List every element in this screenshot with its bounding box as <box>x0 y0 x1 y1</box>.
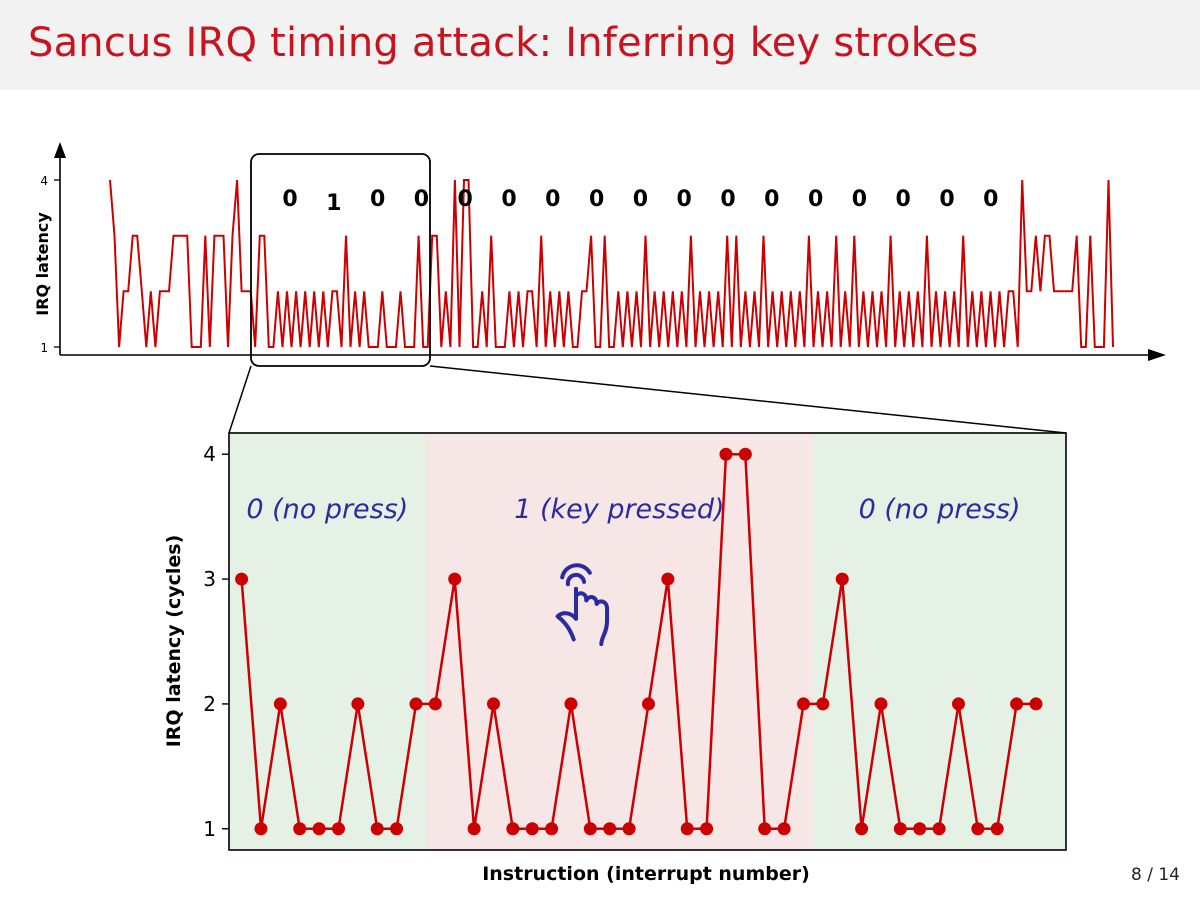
data-point <box>273 697 287 711</box>
pointing-hand-tap-icon <box>555 563 610 647</box>
data-point <box>254 822 268 836</box>
zoomed-y-tick-label: 3 <box>203 567 216 591</box>
overview-y-axis-arrow <box>54 142 66 158</box>
data-point <box>1010 697 1024 711</box>
zoomed-y-tick-label: 1 <box>203 817 216 841</box>
bit-label: 0 <box>939 187 954 212</box>
data-point <box>583 822 597 836</box>
bit-label: 0 <box>896 187 911 212</box>
bit-label: 0 <box>764 187 779 212</box>
bit-label: 0 <box>458 187 473 212</box>
data-point <box>777 822 791 836</box>
data-point <box>641 697 655 711</box>
data-point <box>622 822 636 836</box>
data-point <box>428 697 442 711</box>
data-point <box>816 697 830 711</box>
overview-y-axis-label: IRQ latency <box>33 212 52 316</box>
zoomed-latency-chart: 1 2 3 4 0 (no press) 1 (key pressed) 0 (no pr… <box>163 432 1067 885</box>
data-point <box>932 822 946 836</box>
zoomed-x-axis-label: Instruction (interrupt number) <box>482 863 810 885</box>
data-point <box>893 822 907 836</box>
data-point <box>680 822 694 836</box>
overview-y-tick-label: 4 <box>40 174 48 188</box>
data-point <box>913 822 927 836</box>
bit-label: 0 <box>545 187 560 212</box>
overview-trace-chart: 1 4 IRQ latency 0 1 0 0 0 0 0 0 0 0 0 0 0 0 0 0 0 <box>33 142 1166 367</box>
page-number: 8 / 14 <box>1131 865 1180 885</box>
bit-label: 0 <box>852 187 867 212</box>
data-point <box>835 572 849 586</box>
zoomed-y-axis-label: IRQ latency (cycles) <box>163 535 185 748</box>
bit-label: 0 <box>808 187 823 212</box>
data-point <box>990 822 1004 836</box>
data-point <box>758 822 772 836</box>
region-label: 0 (no press) <box>246 494 408 525</box>
data-point <box>370 822 384 836</box>
overview-y-tick-label: 1 <box>40 341 48 355</box>
data-point <box>467 822 481 836</box>
data-point <box>506 822 520 836</box>
data-point <box>409 697 423 711</box>
bit-label: 0 <box>501 187 516 212</box>
bit-label: 1 <box>326 191 341 216</box>
data-point <box>390 822 404 836</box>
data-point <box>293 822 307 836</box>
data-point <box>235 572 249 586</box>
bit-label: 0 <box>414 187 429 212</box>
data-point <box>448 572 462 586</box>
no-press-region <box>229 433 426 850</box>
bit-label: 0 <box>677 187 692 212</box>
data-point <box>874 697 888 711</box>
data-point <box>564 697 578 711</box>
data-point <box>1029 697 1043 711</box>
data-point <box>738 447 752 461</box>
title-bar: Sancus IRQ timing attack: Inferring key … <box>0 0 1200 90</box>
zoom-connector-right <box>429 365 1067 434</box>
bit-label: 0 <box>633 187 648 212</box>
overview-x-axis-arrow <box>1148 349 1166 361</box>
data-point <box>486 697 500 711</box>
data-point <box>700 822 714 836</box>
zoomed-plot-frame <box>228 432 1067 851</box>
zoomed-y-tick-label: 4 <box>203 442 216 466</box>
zoomed-y-tick-label: 2 <box>203 692 216 716</box>
data-point <box>312 822 326 836</box>
data-point <box>525 822 539 836</box>
data-point <box>331 822 345 836</box>
zoom-selection-box <box>250 153 431 367</box>
data-point <box>951 697 965 711</box>
bit-label: 0 <box>589 187 604 212</box>
region-label: 0 (no press) <box>859 494 1021 525</box>
bit-label: 0 <box>370 187 385 212</box>
data-point <box>796 697 810 711</box>
data-point <box>603 822 617 836</box>
data-point <box>719 447 733 461</box>
no-press-region <box>813 433 1066 850</box>
data-point <box>971 822 985 836</box>
slide-title: Sancus IRQ timing attack: Inferring key … <box>28 20 979 66</box>
bit-label: 0 <box>720 187 735 212</box>
zoom-connector-left <box>228 365 252 434</box>
data-point <box>545 822 559 836</box>
overview-latency-series <box>109 179 1114 348</box>
data-point <box>351 697 365 711</box>
data-point <box>855 822 869 836</box>
bit-label: 0 <box>983 187 998 212</box>
data-point <box>661 572 675 586</box>
bit-label: 0 <box>282 187 297 212</box>
region-label: 1 (key pressed) <box>514 494 724 525</box>
